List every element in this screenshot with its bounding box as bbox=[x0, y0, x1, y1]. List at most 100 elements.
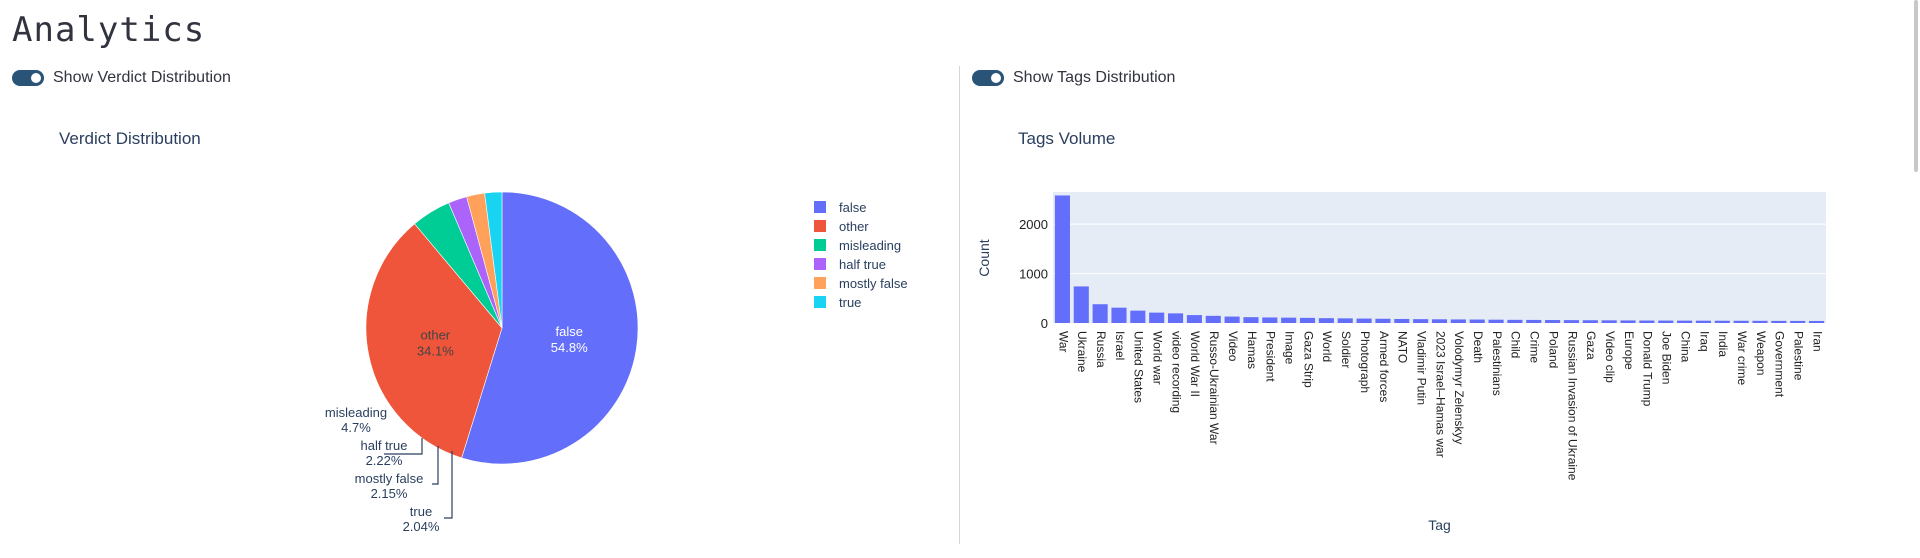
x-axis-label: Tag bbox=[1428, 517, 1451, 533]
pie-percent: 2.15% bbox=[371, 486, 408, 501]
x-tick-label: Iran bbox=[1810, 331, 1824, 352]
pie-slice-other[interactable] bbox=[365, 223, 503, 459]
legend-item[interactable]: misleading bbox=[839, 238, 901, 253]
bar[interactable] bbox=[1224, 316, 1240, 323]
x-tick-label: Crime bbox=[1528, 331, 1542, 363]
toggle-switch[interactable] bbox=[12, 70, 44, 86]
legend-swatch[interactable] bbox=[814, 296, 826, 308]
bar[interactable] bbox=[1563, 320, 1580, 323]
x-tick-label: Hamas bbox=[1245, 331, 1259, 369]
bar[interactable] bbox=[1790, 320, 1806, 323]
verdict-pie-chart: Verdict Distributionfalse54.8%other34.1%… bbox=[59, 129, 908, 534]
bar-chart-title: Tags Volume bbox=[1018, 129, 1115, 148]
tags-toggle-label: Show Tags Distribution bbox=[1013, 69, 1176, 86]
x-tick-label: World War II bbox=[1188, 331, 1202, 397]
bar[interactable] bbox=[1450, 319, 1466, 323]
bar[interactable] bbox=[1431, 319, 1448, 323]
x-tick-label: Child bbox=[1509, 331, 1523, 358]
verdict-toggle-label: Show Verdict Distribution bbox=[53, 69, 231, 86]
bar[interactable] bbox=[1507, 319, 1523, 323]
toggle-knob bbox=[991, 73, 1001, 83]
bar[interactable] bbox=[1639, 320, 1655, 323]
bar[interactable] bbox=[1375, 318, 1391, 323]
legend-item[interactable]: false bbox=[839, 200, 866, 215]
x-tick-label: China bbox=[1678, 331, 1692, 363]
x-tick-label: Armed forces bbox=[1377, 331, 1391, 402]
toggle-switch[interactable] bbox=[972, 70, 1004, 86]
bar[interactable] bbox=[1488, 319, 1504, 323]
pie-percent: 34.1% bbox=[417, 343, 454, 358]
x-tick-label: Donald Trump bbox=[1641, 331, 1655, 407]
bar[interactable] bbox=[1677, 320, 1693, 323]
bar[interactable] bbox=[1092, 304, 1108, 323]
pie-percent: 54.8% bbox=[551, 340, 588, 355]
x-tick-label: Video bbox=[1226, 331, 1240, 362]
bar[interactable] bbox=[1469, 319, 1485, 323]
bar[interactable] bbox=[1658, 320, 1674, 323]
bar[interactable] bbox=[1356, 318, 1372, 323]
bar[interactable] bbox=[1620, 320, 1636, 323]
legend-item[interactable]: half true bbox=[839, 257, 886, 272]
x-tick-label: Palestinians bbox=[1490, 331, 1504, 396]
bar[interactable] bbox=[1168, 313, 1184, 323]
bar[interactable] bbox=[1281, 317, 1297, 323]
verdict-distribution-toggle[interactable]: Show Verdict Distribution bbox=[12, 69, 231, 87]
bar[interactable] bbox=[1526, 319, 1542, 323]
bar[interactable] bbox=[1243, 317, 1259, 323]
pie-slice-true[interactable] bbox=[484, 191, 503, 329]
bar[interactable] bbox=[1582, 320, 1598, 323]
legend-item[interactable]: mostly false bbox=[839, 276, 908, 291]
bar[interactable] bbox=[1262, 317, 1278, 323]
bar[interactable] bbox=[1733, 320, 1749, 323]
y-tick-label: 0 bbox=[1041, 316, 1048, 331]
x-tick-label: video recording bbox=[1169, 331, 1183, 413]
bar[interactable] bbox=[1771, 320, 1787, 323]
bar[interactable] bbox=[1752, 320, 1768, 323]
bar[interactable] bbox=[1413, 319, 1429, 323]
x-tick-label: United States bbox=[1132, 331, 1146, 403]
bar[interactable] bbox=[1337, 318, 1353, 323]
legend-swatch[interactable] bbox=[814, 277, 826, 289]
pie-leader-line bbox=[432, 446, 439, 485]
legend-item[interactable]: other bbox=[839, 219, 869, 234]
bar[interactable] bbox=[1299, 317, 1316, 323]
bar[interactable] bbox=[1073, 286, 1089, 323]
legend-swatch[interactable] bbox=[814, 239, 826, 251]
pie-label: mostly false bbox=[355, 471, 424, 486]
bar[interactable] bbox=[1054, 195, 1070, 323]
x-tick-label: Europe bbox=[1622, 331, 1636, 370]
legend-item[interactable]: true bbox=[839, 295, 861, 310]
bar[interactable] bbox=[1111, 307, 1127, 323]
tags-distribution-toggle[interactable]: Show Tags Distribution bbox=[972, 69, 1175, 87]
bar[interactable] bbox=[1695, 320, 1711, 323]
x-tick-label: President bbox=[1264, 331, 1278, 382]
page-scrollbar[interactable] bbox=[1914, 0, 1918, 172]
x-tick-label: War bbox=[1056, 331, 1070, 353]
legend-swatch[interactable] bbox=[814, 258, 826, 270]
x-tick-label: Volodymyr Zelenskyy bbox=[1452, 331, 1466, 444]
x-tick-label: Gaza bbox=[1584, 331, 1598, 360]
bar[interactable] bbox=[1318, 318, 1334, 323]
x-tick-label: Iraq bbox=[1697, 331, 1711, 352]
x-tick-label: Gaza Strip bbox=[1301, 331, 1315, 388]
x-tick-label: War crime bbox=[1735, 331, 1749, 386]
bar[interactable] bbox=[1205, 315, 1221, 323]
pie-label: misleading bbox=[325, 405, 387, 420]
bar[interactable] bbox=[1149, 312, 1165, 323]
column-divider bbox=[959, 66, 960, 544]
x-tick-label: Russia bbox=[1094, 331, 1108, 368]
legend-swatch[interactable] bbox=[814, 201, 826, 213]
bar[interactable] bbox=[1601, 320, 1617, 323]
bar[interactable] bbox=[1130, 310, 1146, 323]
pie-leader-line bbox=[384, 438, 423, 455]
bar[interactable] bbox=[1809, 320, 1825, 323]
legend-swatch[interactable] bbox=[814, 220, 826, 232]
x-tick-label: World bbox=[1320, 331, 1334, 362]
pie-percent: 2.04% bbox=[403, 519, 440, 534]
bar[interactable] bbox=[1714, 320, 1730, 323]
bar[interactable] bbox=[1394, 318, 1410, 323]
bar[interactable] bbox=[1186, 315, 1202, 323]
x-tick-label: Ukraine bbox=[1075, 331, 1089, 373]
bar[interactable] bbox=[1545, 320, 1561, 323]
pie-slice-false[interactable] bbox=[461, 191, 639, 465]
